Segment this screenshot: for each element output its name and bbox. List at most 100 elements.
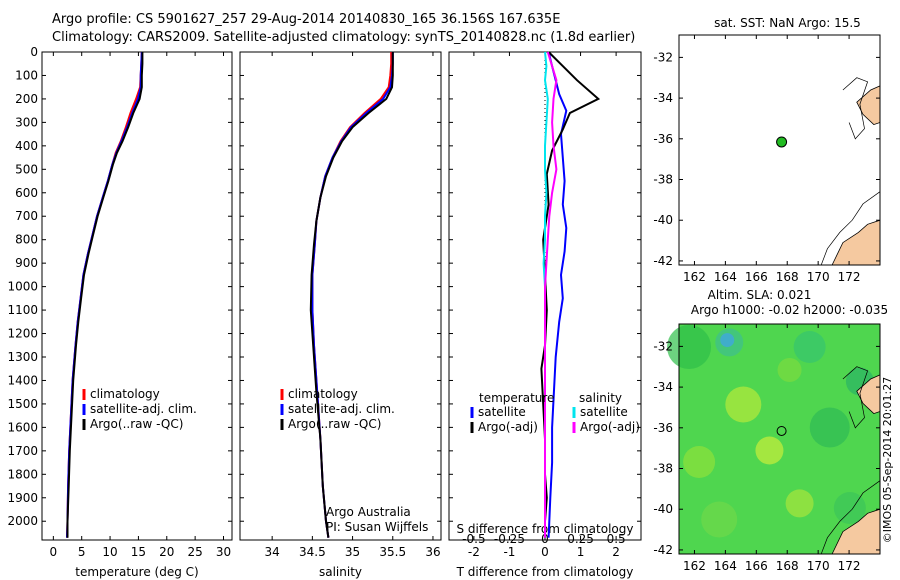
latitude-tick-label: -40 <box>653 502 673 516</box>
bathymetry-contour <box>842 77 869 140</box>
figure-title-line2: Climatology: CARS2009. Satellite-adjuste… <box>52 30 636 45</box>
plot-frame <box>239 51 442 541</box>
depth-tick-label: 500 <box>15 162 38 176</box>
legend-header: salinity <box>579 391 622 405</box>
depth-tick-label: 1600 <box>7 420 38 434</box>
depth-tick-label: 1200 <box>7 327 38 341</box>
x-tick-label: -2 <box>468 545 480 559</box>
latitude-tick-label: -40 <box>653 213 673 227</box>
legend-label: Argo(..raw -QC) <box>90 417 183 431</box>
x-tick-label: 35 <box>345 545 360 559</box>
series-line <box>311 52 394 538</box>
top-tick-label: 0 <box>541 532 549 546</box>
series-line <box>66 52 144 538</box>
imos-credit-label: ©IMOS 05-Sep-2014 20:01:27 <box>881 377 894 543</box>
map-title: sat. SST: NaN Argo: 15.5 <box>714 16 861 30</box>
series-line <box>66 51 143 538</box>
top-tick-label: -0.25 <box>494 532 525 546</box>
sla-patch <box>785 489 814 518</box>
depth-tick-label: 2000 <box>7 514 38 528</box>
depth-tick-label: 1000 <box>7 280 38 294</box>
x-tick-label: 1 <box>577 545 585 559</box>
map-frame <box>678 323 881 555</box>
depth-tick-label: 800 <box>15 233 38 247</box>
depth-tick-label: 1700 <box>7 444 38 458</box>
x-tick-label: 0 <box>50 545 58 559</box>
depth-tick-label: 700 <box>15 209 38 223</box>
longitude-tick-label: 172 <box>838 270 861 284</box>
bathymetry-contour <box>820 191 881 266</box>
longitude-tick-label: 166 <box>745 270 768 284</box>
latitude-tick-label: -32 <box>653 50 673 64</box>
latitude-tick-label: -34 <box>653 380 673 394</box>
x-tick-label: 25 <box>187 545 202 559</box>
x-tick-label: 5 <box>78 545 86 559</box>
longitude-tick-label: 168 <box>776 559 799 573</box>
depth-tick-label: 600 <box>15 186 38 200</box>
latitude-tick-label: -38 <box>653 173 673 187</box>
x-axis-label: temperature (deg C) <box>75 565 198 579</box>
depth-tick-label: 1500 <box>7 397 38 411</box>
series-line <box>547 51 568 538</box>
series-line <box>544 51 558 538</box>
x-tick-label: 0 <box>541 545 549 559</box>
profile-location-marker <box>776 425 787 436</box>
depth-tick-label: 400 <box>15 139 38 153</box>
depth-tick-label: 900 <box>15 256 38 270</box>
profile-panel-1: 34 34.5 35 35.5 36 salinity climatologysatelli… <box>239 51 442 579</box>
sla-patch <box>667 325 712 369</box>
series-line <box>540 51 601 538</box>
profile-location-marker <box>776 136 788 148</box>
longitude-tick-label: 168 <box>776 270 799 284</box>
top-tick-label: 0.5 <box>607 532 626 546</box>
latitude-tick-label: -42 <box>653 543 673 557</box>
sla-patch <box>793 331 826 363</box>
map-frame <box>678 34 881 266</box>
map-panel-3: 162 164 166 168 170 172 -32 -34 -36 -38 -40 -42 sat.… <box>653 16 881 284</box>
series-line <box>66 51 143 538</box>
sla-patch <box>777 358 802 382</box>
latitude-tick-label: -34 <box>653 91 673 105</box>
longitude-tick-label: 162 <box>683 270 706 284</box>
map-title: Altim. SLA: 0.021 <box>708 288 812 302</box>
latitude-tick-label: -36 <box>653 132 673 146</box>
sla-patch <box>720 333 735 348</box>
longitude-tick-label: 164 <box>714 270 737 284</box>
sla-patch <box>833 492 866 524</box>
map-title: Argo h1000: -0.02 h2000: -0.035 <box>691 303 888 317</box>
legend-label: Argo(-adj) <box>478 420 538 434</box>
legend-label: Argo(..raw -QC) <box>288 417 381 431</box>
x-tick-label: -1 <box>503 545 515 559</box>
profile-panel-0: 0100200300400500600700800900100011001200… <box>7 45 233 579</box>
legend-label: climatology <box>90 387 160 401</box>
depth-tick-label: 100 <box>15 68 38 82</box>
latitude-tick-label: -32 <box>653 339 673 353</box>
series-line <box>311 52 393 538</box>
x-tick-label: 34.5 <box>299 545 326 559</box>
sla-patch <box>809 407 850 448</box>
x-tick-label: 35.5 <box>379 545 406 559</box>
depth-tick-label: 200 <box>15 92 38 106</box>
x-axis-label: salinity <box>319 565 362 579</box>
depth-tick-label: 0 <box>30 45 38 59</box>
x-tick-label: 15 <box>131 545 146 559</box>
legend-label: satellite <box>580 405 628 419</box>
legend-label: satellite-adj. clim. <box>288 402 395 416</box>
x-tick-label: 10 <box>102 545 117 559</box>
longitude-tick-label: 162 <box>683 559 706 573</box>
depth-tick-label: 1900 <box>7 491 38 505</box>
longitude-tick-label: 170 <box>807 559 830 573</box>
sla-patch <box>683 446 716 478</box>
figure-title-line1: Argo profile: CS 5901627_257 29-Aug-2014… <box>52 12 561 27</box>
panel-annotation: Argo Australia <box>326 505 411 519</box>
longitude-tick-label: 166 <box>745 559 768 573</box>
series-line <box>309 52 394 538</box>
latitude-tick-label: -36 <box>653 421 673 435</box>
panel-annotation: PI: Susan Wijffels <box>326 520 428 534</box>
latitude-tick-label: -42 <box>653 254 673 268</box>
longitude-tick-label: 172 <box>838 559 861 573</box>
depth-tick-label: 1100 <box>7 303 38 317</box>
map-background <box>679 35 880 265</box>
